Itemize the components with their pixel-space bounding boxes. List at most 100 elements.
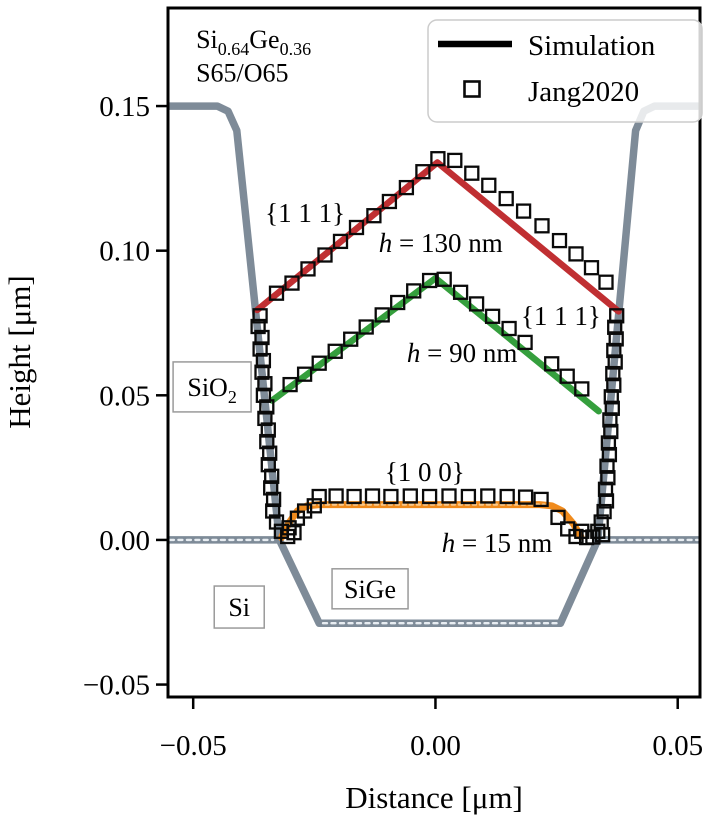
jang2020-marker xyxy=(430,151,446,167)
jang2020-marker xyxy=(517,489,534,505)
jang2020-marker xyxy=(358,319,374,335)
jang2020-marker xyxy=(499,488,515,505)
axes-layer: −0.05 0.00 0.05 −0.05 0.00 0.05 0.10 0.15 xyxy=(83,6,703,762)
jang2020-marker xyxy=(366,208,382,224)
jang2020-marker xyxy=(534,218,550,234)
jang2020-marker xyxy=(606,377,622,393)
jang2020-marker xyxy=(517,334,533,351)
jang2020-marker xyxy=(346,488,362,505)
y-tick-label: 0.05 xyxy=(99,380,150,412)
jang2020-marker xyxy=(501,320,517,337)
jang2020-marker xyxy=(604,400,620,416)
simulation-line-15nm xyxy=(277,501,585,542)
jang2020-marker xyxy=(550,509,566,526)
jang2020-marker xyxy=(250,318,266,335)
jang2020-marker xyxy=(568,246,584,262)
composition-label: Si0.64Ge0.36 xyxy=(196,25,311,59)
jang2020-marker xyxy=(383,488,399,505)
label-sio2: SiO2 xyxy=(172,361,252,413)
jang2020-marker xyxy=(286,525,302,541)
jang2020-marker xyxy=(263,480,279,496)
jang2020-marker xyxy=(311,355,327,371)
jang2020-marker xyxy=(328,488,344,504)
jang2020-marker xyxy=(551,232,568,249)
jang2020-marker xyxy=(364,488,381,504)
jang2020-marker xyxy=(559,368,575,384)
jang2020-marker xyxy=(606,342,622,359)
jang2020-marker xyxy=(609,308,625,324)
jang2020-marker xyxy=(601,446,618,463)
jang2020-marker xyxy=(296,503,313,519)
label-sio2-box xyxy=(172,361,252,413)
jang2020-marker xyxy=(264,468,280,484)
jang2020-marker xyxy=(498,190,514,207)
label-sige-box xyxy=(331,568,409,610)
label-sige-text: SiGe xyxy=(344,575,396,604)
legend: Simulation Jang2020 xyxy=(427,19,703,123)
jang2020-marker xyxy=(390,294,406,311)
jang2020-marker xyxy=(268,285,285,301)
label-sio2-text: SiO2 xyxy=(187,373,236,407)
jang2020-marker xyxy=(484,308,501,324)
jang2020-marker xyxy=(262,445,278,461)
jang2020-marker xyxy=(296,366,313,382)
jang2020-marker xyxy=(255,352,272,369)
jang2020-marker xyxy=(468,296,485,312)
x-tick-label: 0.00 xyxy=(410,730,461,762)
jang2020-marker xyxy=(327,343,343,359)
jang2020-marker xyxy=(585,529,601,545)
jang2020-marker xyxy=(607,354,623,370)
jang2020-marker xyxy=(306,498,322,514)
jang2020-marker xyxy=(381,193,398,210)
jang2020-marker xyxy=(436,271,452,287)
jang2020-marker xyxy=(574,381,590,397)
jang2020-marker xyxy=(421,272,438,289)
x-tick-label: −0.05 xyxy=(160,730,227,762)
jang2020-marker xyxy=(464,165,480,181)
axes-spines xyxy=(166,6,702,699)
jang2020-marker xyxy=(515,203,532,219)
jang2020-marker xyxy=(447,152,463,169)
jang2020-marker xyxy=(481,177,497,193)
jang2020-marker xyxy=(348,219,365,236)
jang2020-marker xyxy=(597,481,614,497)
annotation-h-15nm: h = 15 nm xyxy=(442,528,552,558)
jang2020-marker xyxy=(343,331,359,347)
jang2020-marker xyxy=(603,423,619,440)
jang2020-marker xyxy=(257,410,273,427)
jang2020-marker xyxy=(398,179,415,196)
jang2020-marker xyxy=(257,376,273,392)
jang2020-marker xyxy=(544,356,560,372)
jang2020-marker xyxy=(600,435,617,451)
jang2020-marker xyxy=(311,488,327,505)
annotation-facet-111-left: {1 1 1} xyxy=(265,198,345,228)
jang2020-marker xyxy=(406,283,422,299)
jang2020-marker xyxy=(317,247,333,263)
jang2020-marker xyxy=(602,412,618,428)
y-axis-label: Height [μm] xyxy=(2,275,37,429)
jang2020-marker xyxy=(596,503,612,520)
y-tick-label: −0.05 xyxy=(83,670,150,702)
jang2020-marker xyxy=(374,307,390,323)
label-sige: SiGe xyxy=(331,568,409,610)
jang2020-marker xyxy=(254,364,270,380)
jang2020-marker xyxy=(260,422,276,438)
jang2020-marker xyxy=(281,520,297,536)
legend-label-simulation: Simulation xyxy=(528,30,656,62)
jang2020-marker xyxy=(607,319,623,335)
jang2020-marker xyxy=(415,164,431,180)
jang2020-marker xyxy=(421,488,438,505)
jang2020-marker xyxy=(598,274,614,290)
jang2020-marker xyxy=(600,470,616,486)
jang2020-marker xyxy=(599,458,615,474)
jang2020-marker xyxy=(265,491,282,508)
annotation-h-90nm: h = 90 nm xyxy=(407,338,517,368)
jang2020-marker xyxy=(608,331,624,347)
label-si-box xyxy=(213,585,265,629)
y-tick-label: 0.10 xyxy=(99,236,150,268)
jang2020-marker xyxy=(402,488,418,504)
jang2020-marker xyxy=(441,488,457,504)
y-tick-label: 0.00 xyxy=(99,525,150,557)
